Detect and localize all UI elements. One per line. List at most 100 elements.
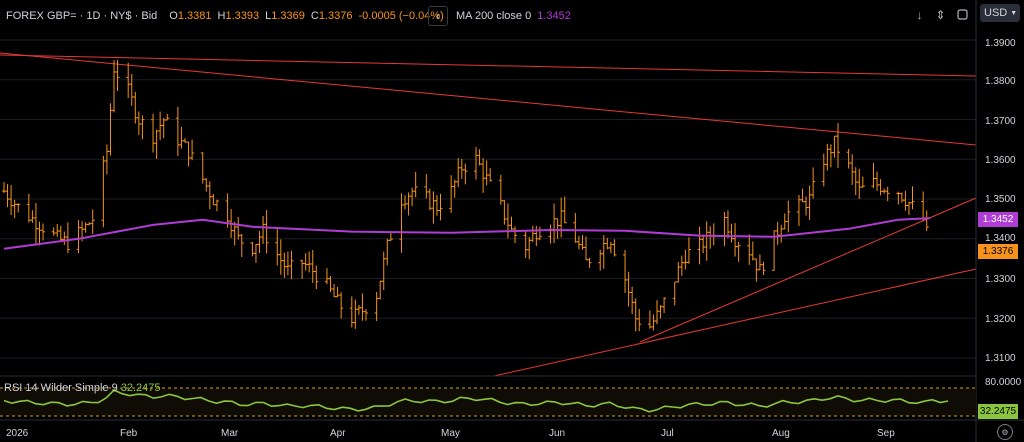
ohlc-bar[interactable] [885,186,890,202]
ohlc-bar[interactable] [140,115,145,140]
ohlc-bar[interactable] [360,293,365,321]
ohlc-bar[interactable] [363,309,368,321]
ohlc-bar[interactable] [303,253,308,271]
ohlc-bar[interactable] [410,187,415,207]
ohlc-bar[interactable] [158,111,163,141]
ohlc-bar[interactable] [424,174,429,199]
ohlc-bar[interactable] [310,249,315,283]
trendline-lower[interactable] [493,268,977,377]
ohlc-bar[interactable] [701,234,706,254]
ohlc-bar[interactable] [65,222,70,254]
ohlc-bar[interactable] [608,242,613,254]
ohlc-bar[interactable] [33,202,38,245]
ohlc-bar[interactable] [871,162,876,188]
ohlc-bar[interactable] [456,158,461,188]
ohlc-bar[interactable] [875,171,880,191]
ohlc-bar[interactable] [896,191,901,205]
ohlc-bar[interactable] [324,268,329,285]
ohlc-bar[interactable] [623,249,628,293]
ohlc-bar[interactable] [601,235,606,269]
rsi-legend[interactable]: RSI 14 Wilder Simple 9 32.2475 [4,382,160,394]
ohlc-bar[interactable] [477,149,482,166]
ohlc-bar[interactable] [811,167,816,199]
ohlc-bar[interactable] [733,223,738,257]
ohlc-bar[interactable] [459,158,464,179]
ohlc-bar[interactable] [537,226,542,241]
ohlc-bar[interactable] [488,168,493,182]
ohlc-bar[interactable] [129,74,134,106]
ohlc-bar[interactable] [921,191,926,222]
trendline-upper[interactable] [0,54,977,77]
ohlc-bar[interactable] [846,148,851,169]
ohlc-bar[interactable] [378,280,383,300]
ohlc-bar[interactable] [562,196,567,224]
ohlc-bar[interactable] [449,175,454,213]
ohlc-bar[interactable] [207,181,212,210]
currency-selector[interactable]: USD ▼ [980,4,1020,22]
ohlc-bar[interactable] [580,235,585,250]
ohlc-bar[interactable] [825,143,830,171]
ohlc-bar[interactable] [711,223,716,246]
ohlc-bar[interactable] [630,286,635,315]
ohlc-bar[interactable] [559,197,564,238]
ohlc-bar[interactable] [513,226,518,244]
ohlc-bar[interactable] [83,222,88,233]
ohlc-bar[interactable] [349,296,354,328]
ohlc-bar[interactable] [413,171,418,198]
ohlc-bar[interactable] [903,190,908,211]
ohlc-bar[interactable] [509,216,514,230]
ohlc-bar[interactable] [26,193,31,223]
ohlc-bar[interactable] [552,203,557,244]
ohlc-bar[interactable] [860,176,865,188]
ohlc-bar[interactable] [261,215,266,244]
ohlc-bar[interactable] [481,158,486,193]
ohlc-bar[interactable] [686,237,691,264]
ohlc-bar[interactable] [722,211,727,247]
ohlc-bar[interactable] [9,185,14,216]
ohlc-bar[interactable] [300,259,305,280]
ohlc-bar[interactable] [626,271,631,307]
ohlc-bar[interactable] [356,304,361,315]
ohlc-bar[interactable] [452,179,457,198]
ohlc-bar[interactable] [204,178,209,192]
ohlc-bar[interactable] [87,222,92,226]
ohlc-bar[interactable] [647,310,652,329]
ohlc-bar[interactable] [108,103,113,156]
ohlc-bar[interactable] [12,199,17,219]
ohlc-bar[interactable] [112,60,117,113]
ohlc-bar[interactable] [761,261,766,275]
ohlc-bar[interactable] [796,194,801,226]
ohlc-bar[interactable] [434,195,439,216]
ohlc-bar[interactable] [523,231,528,259]
ohlc-bar[interactable] [214,199,219,212]
ohlc-bar[interactable] [339,292,344,319]
collapse-legend-button[interactable]: ‹ [428,5,448,26]
ohlc-bar[interactable] [832,135,837,158]
ohlc-bar[interactable] [289,250,294,280]
ohlc-bar[interactable] [76,220,81,254]
ohlc-bar[interactable] [598,249,603,271]
ohlc-bar[interactable] [406,192,411,216]
ohlc-bar[interactable] [186,141,191,167]
ohlc-bar[interactable] [651,314,656,331]
ohlc-bar[interactable] [807,185,812,220]
ohlc-bar[interactable] [906,201,911,216]
ohlc-bar[interactable] [58,225,63,242]
ohlc-bar[interactable] [654,300,659,325]
ohlc-bar[interactable] [534,225,539,247]
ohlc-bar[interactable] [835,122,840,168]
ohlc-bar[interactable] [910,186,915,210]
ohlc-bar[interactable] [882,188,887,194]
fullscreen-button[interactable] [953,5,972,24]
arrow-down-button[interactable]: ↓ [910,5,929,24]
ohlc-bar[interactable] [857,168,862,199]
ohlc-bar[interactable] [307,251,312,273]
trendline-upper-descending[interactable] [0,52,977,146]
ohlc-bar[interactable] [385,238,390,266]
ohlc-bar[interactable] [527,236,532,260]
ohlc-bar[interactable] [750,241,755,261]
ohlc-bar[interactable] [239,234,244,258]
ohlc-bar[interactable] [584,236,589,261]
ohlc-bar[interactable] [200,152,205,184]
ohlc-bar[interactable] [775,221,780,245]
